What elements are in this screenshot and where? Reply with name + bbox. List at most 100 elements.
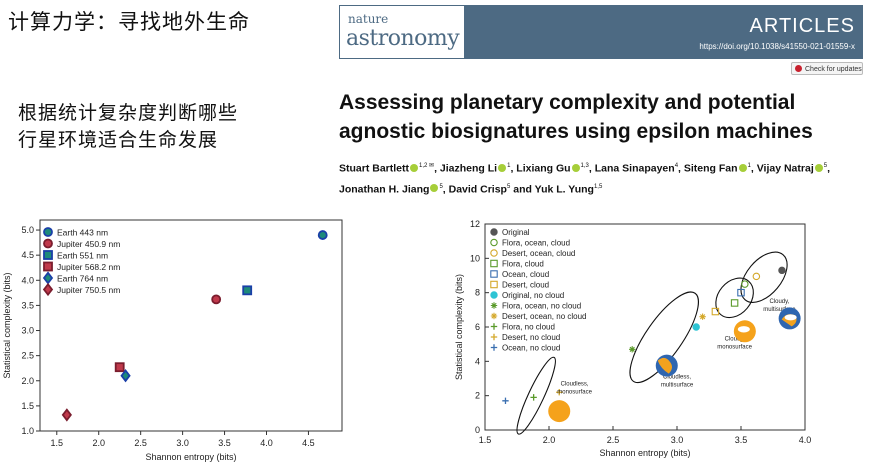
author-list: Stuart Bartlett 1,2 ✉, Jiazheng Li 1, Lixi… [339,162,831,196]
orange-planet-icon [548,400,571,423]
legend-marker [42,282,54,297]
cluster-annotation: Cloudless, [663,375,691,381]
legend-marker [490,270,498,278]
cluster-annotation: monosurface [717,345,752,351]
y-tick-label: 2 [475,391,480,401]
journal-name-top: nature [348,12,389,26]
x-tick-label: 2.0 [92,438,105,448]
x-tick-label: 3.5 [218,438,231,448]
orcid-icon[interactable] [738,163,747,172]
x-tick-label: 1.5 [479,435,492,445]
legend-label: Jupiter 568.2 nm [57,262,120,272]
cloud-shape [784,314,797,321]
y-tick-label: 10 [470,253,480,263]
x-tick-label: 2.5 [134,438,147,448]
x-tick-label: 3.5 [735,435,748,445]
cluster-annotation: multisurface [763,307,796,313]
y-tick-label: 4 [475,356,480,366]
legend-marker [490,323,498,330]
scatter-chart-left: 1.5 2.0 2.5 3.0 3.5 4.0 4.5 1.0 1.5 2.0 2.5 3.0 3.5 4… [2,219,343,462]
article-title-line1: Assessing planetary complexity and poten… [339,91,796,114]
data-point [530,394,537,401]
y-tick-label: 2.0 [21,376,34,386]
article-title-line2: agnostic biosignatures using epsilon mac… [339,120,813,143]
legend-label: Flora, ocean, cloud [502,239,570,248]
legend-marker [43,261,53,272]
data-point [211,294,222,305]
legend-marker [43,238,53,249]
legend-marker [490,302,498,309]
author-affiliation: 1,5 [593,183,603,190]
article-title: Assessing planetary complexity and poten… [339,88,859,146]
y-tick-label: 0 [475,425,480,435]
author-name[interactable]: David Crisp [448,183,507,195]
orcid-icon[interactable] [814,163,823,172]
data-point [317,230,328,240]
x-tick-label: 4.5 [302,438,315,448]
planet-icon [778,307,801,330]
y-axis-label: Statistical complexity (bits) [454,274,464,380]
data-point [61,408,72,422]
author-affiliation: 5 [439,183,443,190]
planet-icon [548,400,571,423]
orcid-icon[interactable] [571,163,580,172]
legend-marker [43,227,53,237]
data-point [242,285,253,296]
x-tick-label: 3.0 [176,438,189,448]
article-doi[interactable]: https://doi.org/10.1038/s41550-021-01559… [699,42,855,51]
legend-label: Flora, cloud [502,260,544,269]
legend-marker [490,228,498,236]
legend-marker [490,249,498,257]
orcid-icon[interactable] [410,163,419,172]
orcid-icon[interactable] [430,184,439,192]
y-tick-label: 1.5 [21,401,34,411]
legend-marker [490,291,498,299]
cluster-annotation: Cloudless, [561,381,589,387]
author-affiliation: 1,2 ✉ [419,163,435,169]
legend-label: Ocean, no cloud [502,344,560,353]
orcid-icon[interactable] [498,163,507,172]
legend-marker [490,238,498,247]
legend-label: Jupiter 450.9 nm [57,239,120,249]
author-name[interactable]: Stuart Bartlett [339,162,410,175]
planet-icon [733,320,756,343]
legend-label: Desert, ocean, no cloud [502,312,587,321]
data-point [120,369,131,383]
legend-marker [43,250,53,260]
slide-subtitle-line1: 根据统计复杂度判断哪些 [18,102,239,124]
journal-section: ARTICLES [749,15,855,37]
author-name[interactable]: Jiazheng Li [439,162,498,175]
author-name[interactable]: Vijay Natraj [756,162,814,175]
x-tick-label: 2.5 [607,435,620,445]
x-tick-label: 1.5 [51,438,64,448]
legend-label: Flora, ocean, no cloud [502,302,581,311]
y-tick-label: 1.0 [21,426,34,436]
slide-title: 计算力学：寻找地外生命 [8,10,250,34]
legend-label: Earth 551 nm [57,251,108,261]
check-updates-button[interactable]: Check for updates [791,62,863,75]
legend-label: Desert, no cloud [502,333,560,342]
data-point [692,323,700,331]
author-name[interactable]: Yuk L. Yung [534,183,594,195]
cluster-ellipse [629,291,699,384]
data-point [502,397,509,405]
data-point [778,266,786,275]
legend-label: Earth 764 nm [57,274,108,284]
author-name[interactable]: Jonathan H. Jiang [339,183,430,195]
plot-frame [39,219,343,432]
y-axis-label: Statistical complexity (bits) [2,272,12,378]
y-tick-label: 4.0 [21,275,34,285]
y-tick-label: 6 [475,322,480,332]
legend-label: Jupiter 750.5 nm [57,285,120,295]
data-point [556,389,563,396]
x-tick-label: 3.0 [671,435,684,445]
slide-subtitle-line2: 行星环境适合生命发展 [18,129,219,151]
legend-label: Original, no cloud [502,291,564,300]
author-affiliation: 1,3 [580,163,589,169]
x-tick-label: 4.0 [260,438,273,448]
author-name[interactable]: Lixiang Gu [516,162,571,175]
legend-label: Desert, cloud [502,281,549,290]
author-name[interactable]: Lana Sinapayen [594,162,675,175]
author-name[interactable]: Siteng Fan [683,162,738,175]
legend-marker [490,333,498,341]
